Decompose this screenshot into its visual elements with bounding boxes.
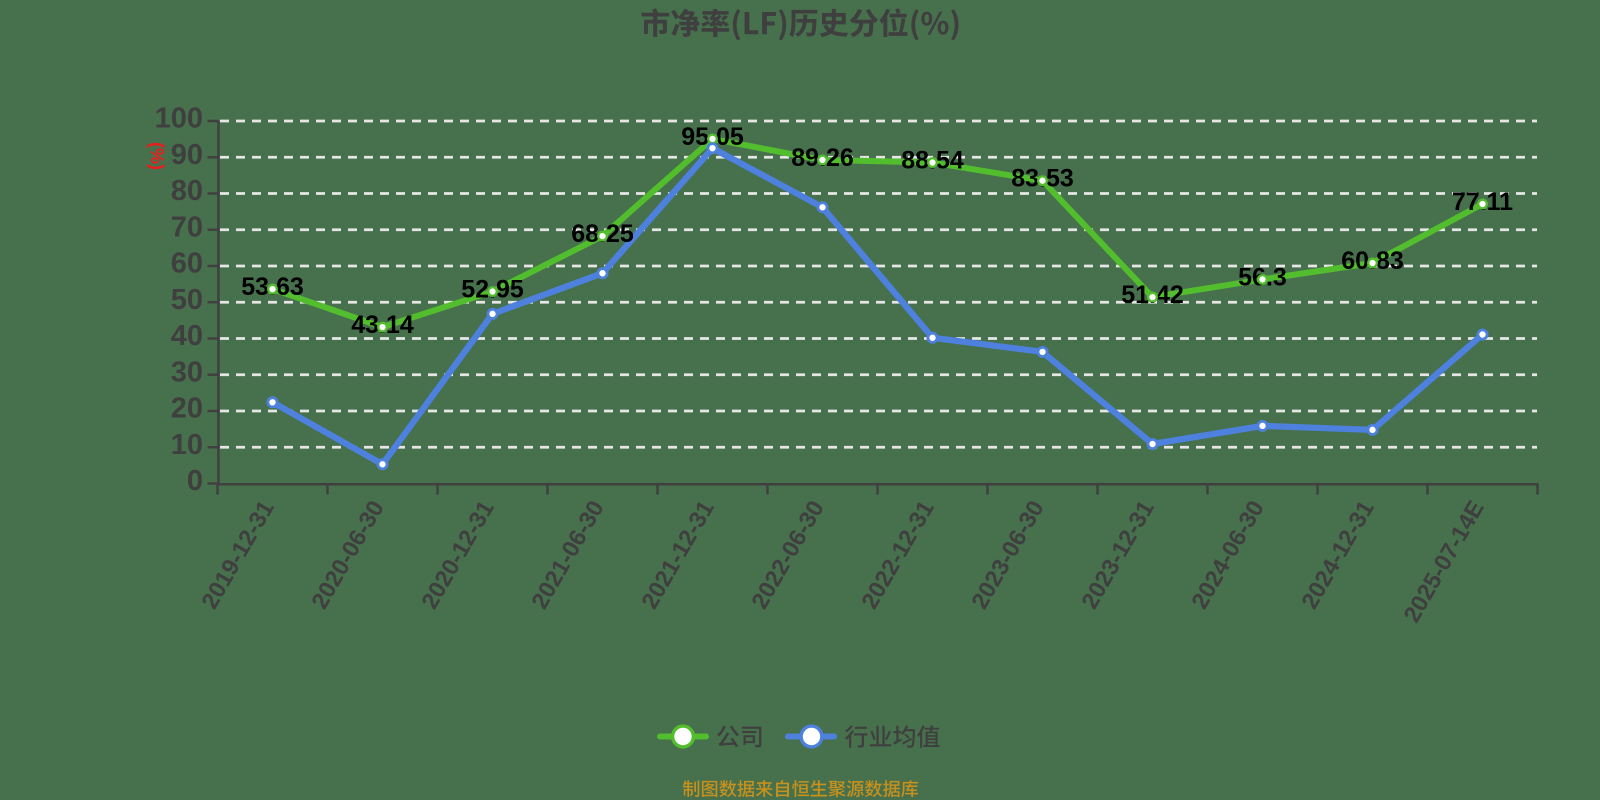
svg-text:50: 50 (171, 284, 203, 316)
svg-text:90: 90 (171, 139, 203, 171)
svg-text:30: 30 (171, 356, 203, 388)
svg-text:10: 10 (171, 429, 203, 461)
svg-text:0: 0 (187, 465, 203, 497)
svg-text:100: 100 (155, 103, 203, 135)
svg-text:40: 40 (171, 320, 203, 352)
svg-text:20: 20 (171, 393, 203, 425)
svg-text:80: 80 (171, 175, 203, 207)
svg-text:60: 60 (171, 248, 203, 280)
svg-text:(%): (%) (147, 142, 167, 170)
svg-text:70: 70 (171, 211, 203, 243)
